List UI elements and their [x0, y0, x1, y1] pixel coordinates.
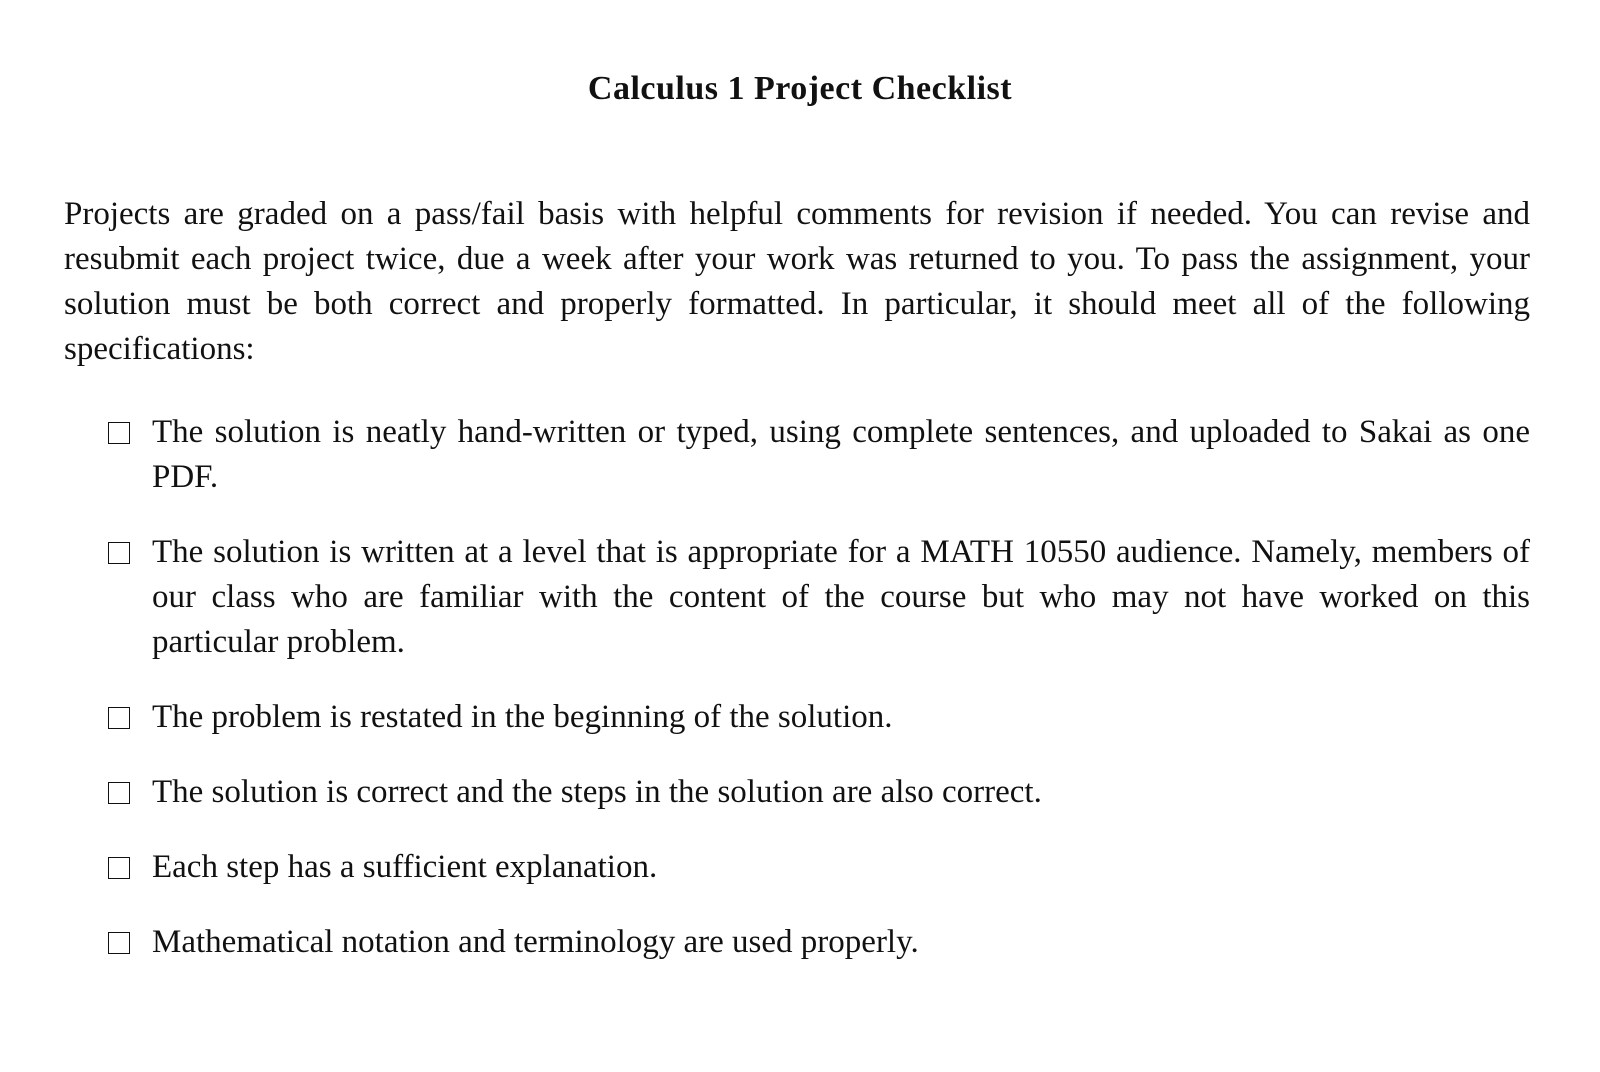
checkbox-icon[interactable]	[108, 422, 130, 444]
checklist-item: The solution is written at a level that …	[108, 530, 1530, 665]
checklist-item-text: The solution is correct and the steps in…	[152, 774, 1042, 810]
checklist-item: The solution is neatly hand-written or t…	[108, 410, 1530, 500]
checkbox-icon[interactable]	[108, 857, 130, 879]
checklist-item: The solution is correct and the steps in…	[108, 770, 1530, 815]
document-title: Calculus 1 Project Checklist	[587, 70, 1013, 107]
checkbox-icon[interactable]	[108, 707, 130, 729]
checkbox-icon[interactable]	[108, 782, 130, 804]
checklist-item: Mathematical notation and terminology ar…	[108, 920, 1530, 965]
checklist-item: Each step has a sufficient explanation.	[108, 845, 1530, 890]
checklist: The solution is neatly hand-written or t…	[108, 410, 1530, 995]
checklist-item-text: Each step has a sufficient explanation.	[152, 849, 658, 885]
intro-paragraph: Projects are graded on a pass/fail basis…	[64, 196, 1530, 367]
checkbox-icon[interactable]	[108, 542, 130, 564]
checklist-item-text: The problem is restated in the beginning…	[152, 699, 893, 735]
checklist-item-text: Mathematical notation and terminology ar…	[152, 924, 919, 960]
checkbox-icon[interactable]	[108, 932, 130, 954]
checklist-item: The problem is restated in the beginning…	[108, 695, 1530, 740]
checklist-item-text: The solution is neatly hand-written or t…	[152, 414, 1530, 495]
checklist-item-text: The solution is written at a level that …	[152, 534, 1530, 660]
